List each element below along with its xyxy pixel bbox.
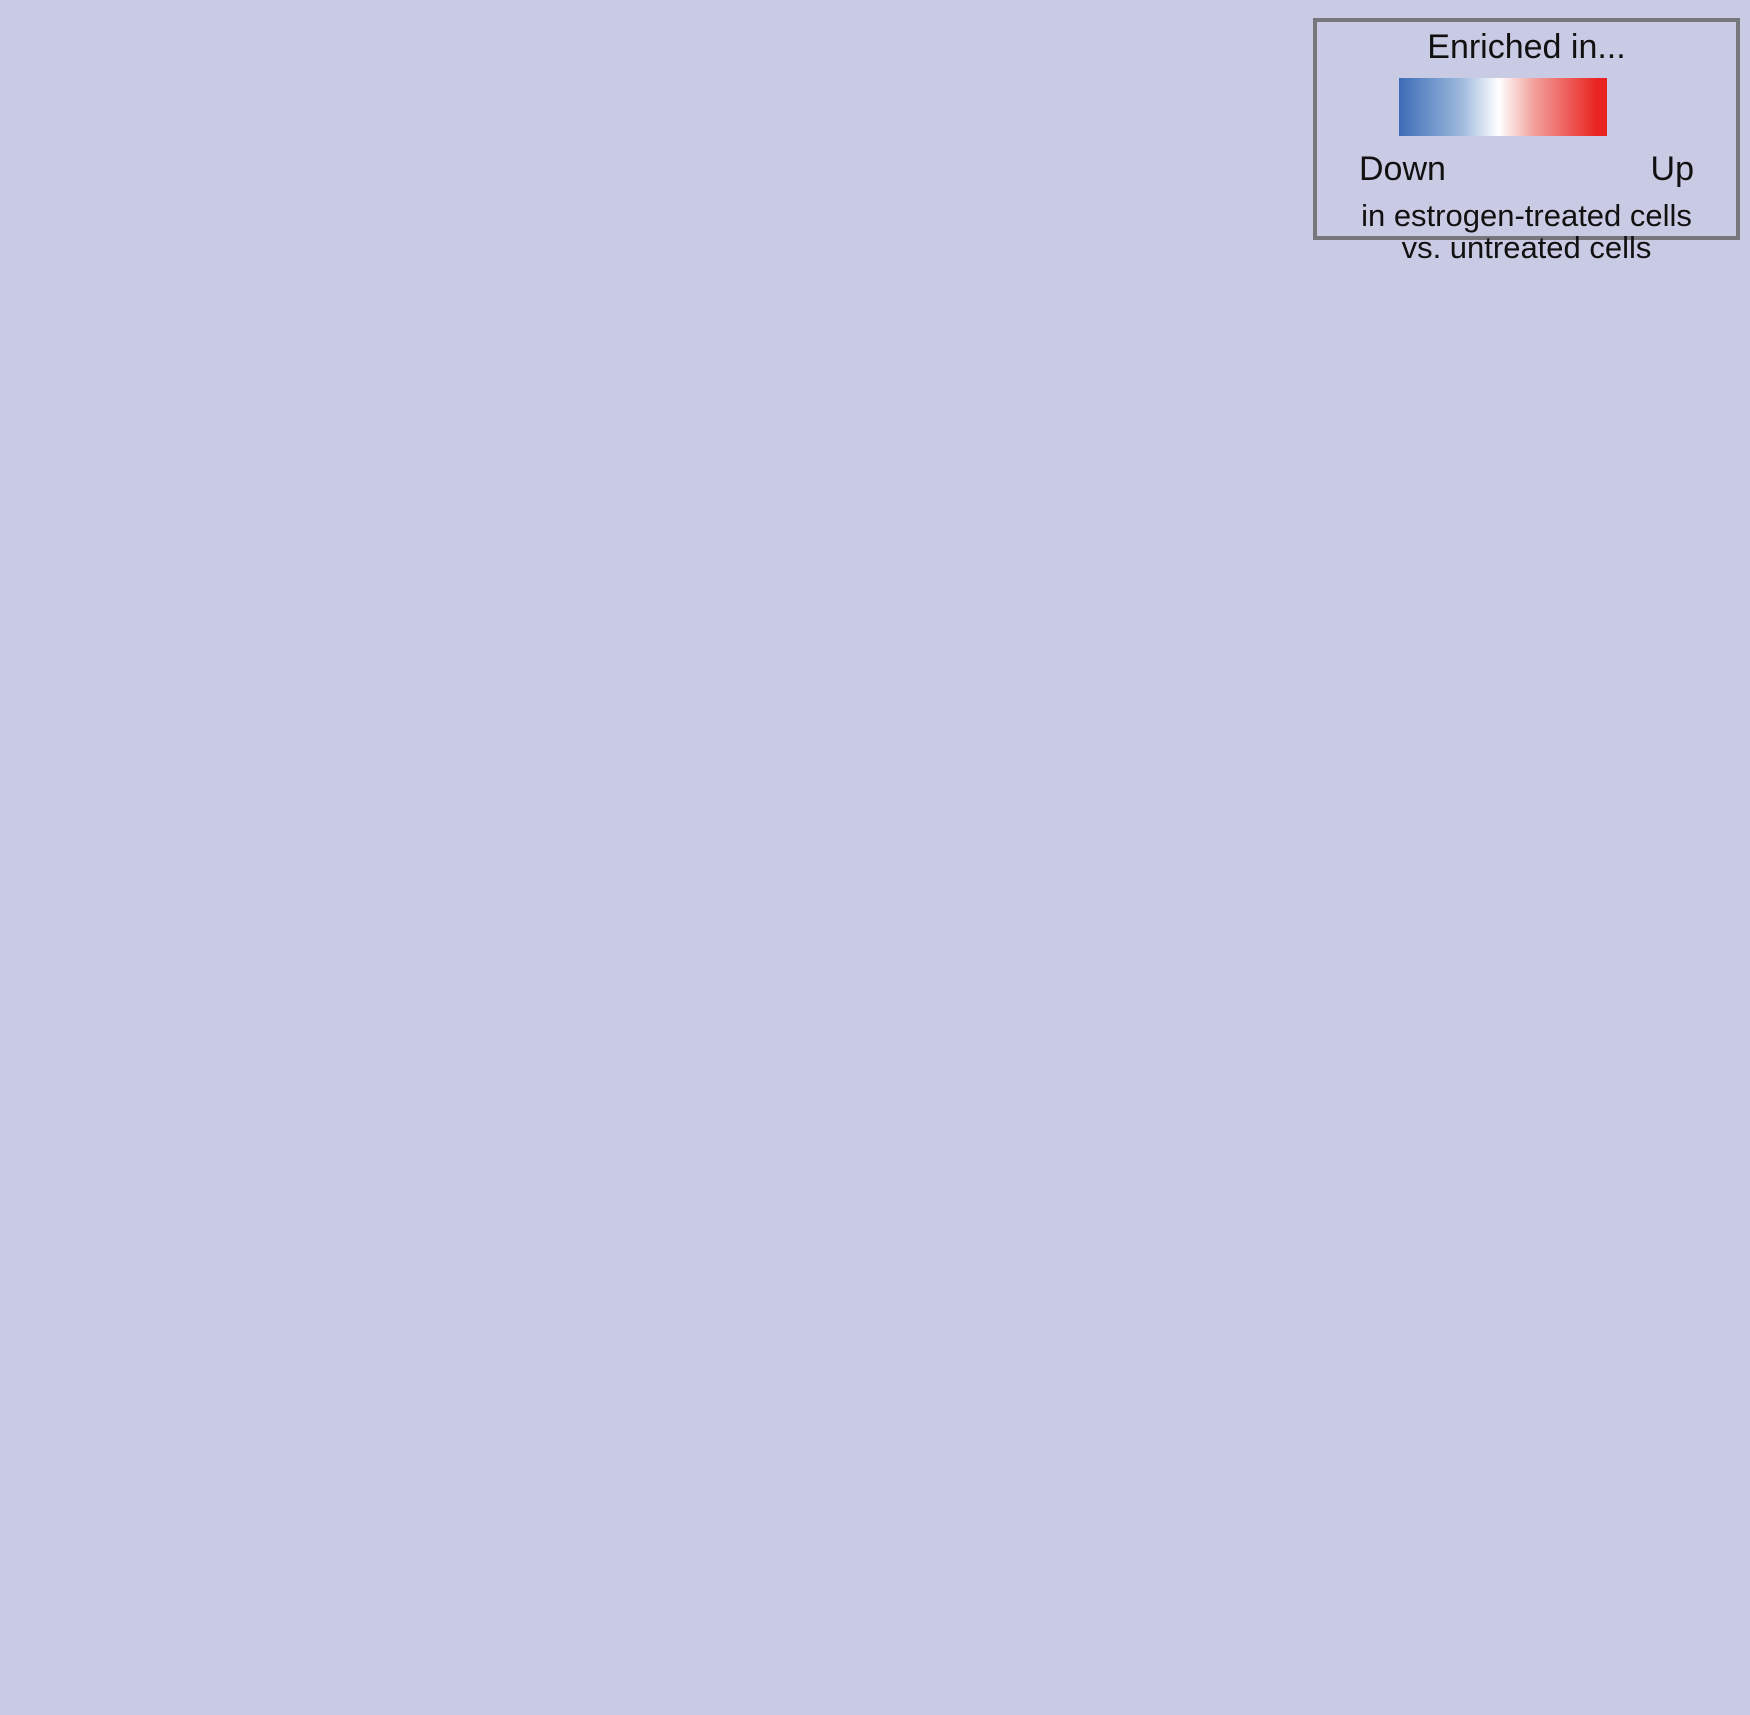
- legend-subtitle-2: vs. untreated cells: [1401, 230, 1652, 265]
- legend-title: Enriched in...: [1427, 28, 1626, 66]
- legend-up-label: Up: [1650, 150, 1694, 188]
- legend-gradient: [1399, 78, 1607, 136]
- legend-subtitle-1: in estrogen-treated cells: [1361, 198, 1692, 233]
- legend-down-label: Down: [1359, 150, 1446, 188]
- legend-box: Enriched in... Down Up in estrogen-treat…: [1313, 18, 1740, 265]
